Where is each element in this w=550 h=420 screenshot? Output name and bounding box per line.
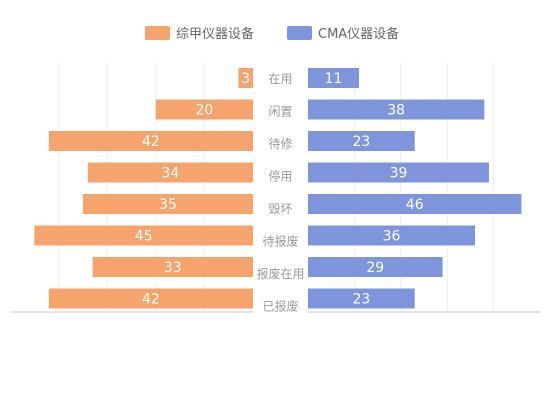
- value-labels: 3 11 20 38 42 23 34 39 35 46 45 36 33 29 42 23: [135, 71, 424, 308]
- category-label-7: 已报废: [262, 299, 298, 314]
- value-label-right-0: 11: [325, 71, 343, 87]
- bar-left-7[interactable]: [48, 288, 253, 309]
- bar-right-0[interactable]: [308, 68, 360, 88]
- legend-label-cma[interactable]: CMA仪器设备: [318, 26, 399, 42]
- bar-left-0[interactable]: [238, 68, 253, 88]
- value-label-left-2: 42: [142, 134, 160, 150]
- bar-left-6[interactable]: [92, 257, 254, 277]
- category-label-0: 在用: [268, 72, 292, 86]
- value-label-left-1: 20: [195, 103, 213, 119]
- value-label-left-3: 34: [161, 166, 179, 182]
- value-label-right-5: 36: [383, 229, 401, 245]
- legend-label-zongjia[interactable]: 综甲仪器设备: [176, 26, 254, 42]
- value-label-left-7: 42: [142, 292, 160, 308]
- value-label-left-6: 33: [164, 260, 182, 276]
- legend-swatch-zongjia[interactable]: [145, 26, 170, 40]
- value-label-right-1: 38: [387, 103, 405, 119]
- legend[interactable]: 综甲仪器设备 CMA仪器设备: [145, 26, 399, 42]
- bar-left-5[interactable]: [34, 225, 253, 246]
- bar-right-6[interactable]: [308, 257, 443, 277]
- value-label-left-0: 3: [241, 71, 250, 87]
- value-label-right-6: 29: [366, 260, 384, 276]
- bar-left-3[interactable]: [87, 162, 253, 183]
- category-label-6: 报废在用: [256, 266, 304, 281]
- value-label-right-7: 23: [352, 292, 370, 308]
- value-label-left-4: 35: [159, 197, 177, 213]
- bars: [34, 68, 522, 309]
- bar-left-4[interactable]: [82, 194, 254, 214]
- bar-right-3[interactable]: [308, 162, 489, 183]
- legend-swatch-cma[interactable]: [287, 26, 312, 40]
- category-label-2: 待修: [268, 136, 292, 151]
- value-label-left-5: 45: [135, 229, 153, 245]
- category-label-4: 毁坏: [268, 201, 292, 216]
- value-label-right-2: 23: [352, 134, 370, 150]
- bar-left-1[interactable]: [155, 99, 253, 120]
- category-label-1: 闲置: [268, 105, 292, 119]
- bar-right-7[interactable]: [308, 288, 415, 309]
- bar-right-4[interactable]: [308, 194, 522, 214]
- category-label-3: 停用: [268, 169, 292, 184]
- value-label-right-3: 39: [390, 166, 408, 182]
- bar-left-2[interactable]: [48, 131, 253, 151]
- bar-right-2[interactable]: [308, 131, 415, 151]
- value-label-right-4: 46: [406, 197, 424, 213]
- bar-right-1[interactable]: [308, 99, 485, 120]
- category-label-5: 待报废: [262, 234, 298, 249]
- bar-right-5[interactable]: [308, 225, 476, 246]
